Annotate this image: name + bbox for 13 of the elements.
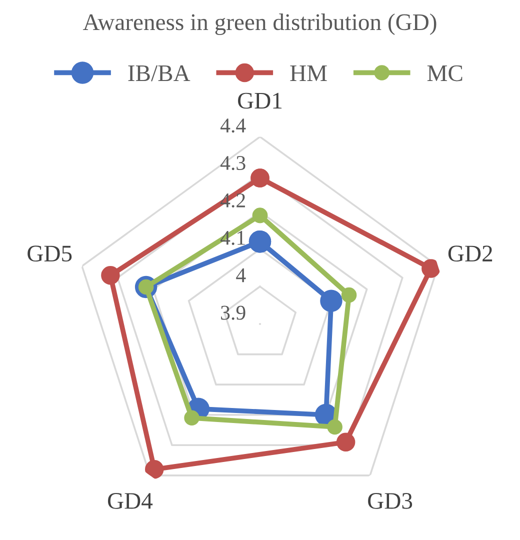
y-tick-label: 3.9 (221, 306, 246, 320)
y-tick-label: 4 (236, 268, 246, 282)
spoke-label: GD1 (238, 92, 282, 109)
spoke-label: GD5 (28, 246, 72, 262)
legend-label: IB/BA (128, 65, 190, 82)
legend-label: MC (427, 65, 462, 82)
spoke-label: GD2 (448, 246, 492, 262)
y-tick-label: 4.3 (220, 156, 246, 170)
y-tick-label: 4.4 (220, 118, 246, 133)
chart-title: Awareness in green distribution (GD) (82, 14, 436, 36)
legend-label: HM (290, 66, 327, 81)
spoke-label: GD3 (368, 493, 412, 509)
spoke-label: GD4 (108, 493, 153, 509)
